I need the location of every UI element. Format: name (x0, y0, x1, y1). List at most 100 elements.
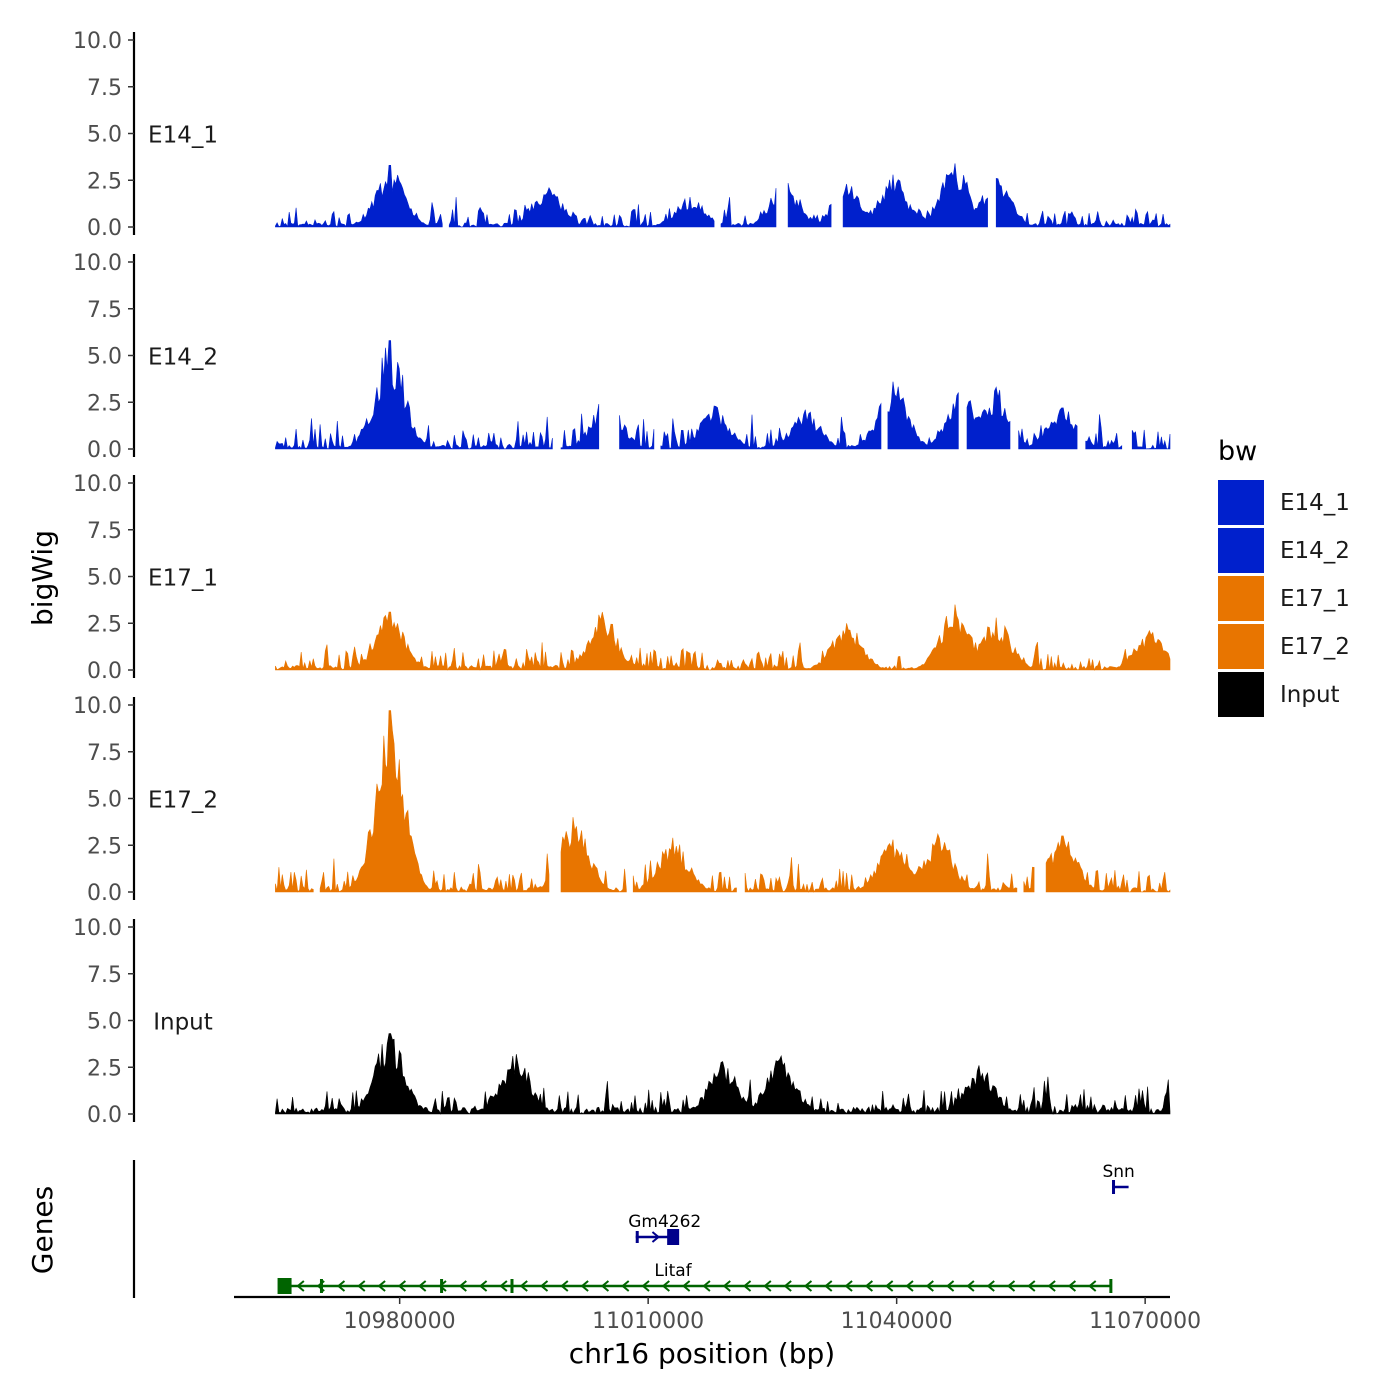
y-tick-label: 10.0 (73, 251, 122, 276)
y-tick-label: 2.5 (87, 834, 122, 859)
strand-arrow (418, 1280, 427, 1292)
signal-area (319, 710, 550, 893)
signal-area (1023, 866, 1035, 893)
strand-arrow (803, 1280, 813, 1292)
signal-area (720, 188, 777, 228)
exon (277, 1278, 292, 1294)
y-tick-label: 10.0 (73, 472, 122, 497)
strand-arrow (479, 1280, 488, 1292)
strand-arrow (925, 1280, 934, 1292)
y-tick-label: 0.0 (87, 881, 122, 906)
exon (667, 1229, 680, 1245)
signal-area (560, 817, 627, 893)
y-tick-label: 10.0 (73, 916, 122, 941)
bigwig-tracks: 0.0 2.5 5.0 7.5 10.0 E14_1 0.0 2.5 5.0 7.5 10.0 E14… (73, 29, 1171, 1128)
strand-arrow (397, 1280, 407, 1292)
gene-Litaf: Litaf (277, 1261, 1113, 1294)
strand-arrow (864, 1280, 874, 1292)
track-label: E17_1 (148, 566, 218, 592)
strand-arrow (1027, 1280, 1036, 1292)
y-tick-label: 10.0 (73, 694, 122, 719)
strand-arrow (560, 1280, 569, 1292)
y-tick-label: 5.0 (87, 123, 122, 148)
legend-label: E17_2 (1280, 634, 1350, 660)
strand-arrow (519, 1280, 528, 1292)
strand-arrow (641, 1280, 650, 1292)
y-tick-label: 5.0 (87, 345, 122, 370)
x-tick-label: 11070000 (1089, 1309, 1201, 1334)
x-tick-label: 11010000 (592, 1309, 704, 1334)
legend-swatch (1218, 624, 1264, 669)
strand-arrow (357, 1280, 366, 1292)
strand-arrow (377, 1280, 386, 1292)
signal-area (632, 837, 737, 893)
track-label: Input (153, 1010, 213, 1036)
exon (510, 1279, 514, 1293)
gene-Gm4262: Gm4262 (628, 1212, 701, 1245)
strand-arrow (651, 1231, 661, 1243)
strand-arrow (458, 1280, 467, 1292)
y-tick-label: 7.5 (87, 963, 122, 988)
y-tick-label: 0.0 (87, 216, 122, 241)
strand-arrow (438, 1280, 447, 1292)
gene-Snn: Snn (1102, 1162, 1135, 1194)
strand-arrow (1006, 1280, 1016, 1292)
exon (440, 1279, 444, 1293)
strand-arrow (702, 1280, 711, 1292)
signal-area (995, 178, 1171, 228)
legend-swatch (1218, 528, 1264, 573)
strand-arrow (1067, 1280, 1077, 1292)
signal-area (966, 386, 1011, 450)
signal-area (560, 403, 600, 450)
legend-label: E17_1 (1280, 586, 1350, 612)
y-tick-label: 5.0 (87, 1010, 122, 1035)
track-label: E14_2 (148, 345, 218, 371)
signal-area (275, 1033, 1171, 1116)
genes-panel: Snn Gm4262 Litaf (132, 1160, 1135, 1298)
gene-label: Gm4262 (628, 1212, 701, 1232)
gene-label: Litaf (654, 1261, 692, 1281)
strand-arrow (296, 1280, 305, 1292)
strand-arrow (600, 1280, 610, 1292)
track-E17_2: 0.0 2.5 5.0 7.5 10.0 E17_2 (73, 694, 1171, 906)
strand-arrow (763, 1280, 772, 1292)
strand-arrow (946, 1280, 955, 1292)
legend-swatch (1218, 480, 1264, 525)
legend-label: Input (1280, 682, 1340, 708)
y-tick-label: 5.0 (87, 788, 122, 813)
y-tick-label: 0.0 (87, 659, 122, 684)
y-tick-label: 2.5 (87, 612, 122, 637)
exon (319, 1279, 323, 1293)
signal-area (1085, 414, 1123, 450)
strand-arrow (499, 1280, 508, 1292)
legend-label: E14_1 (1280, 490, 1350, 516)
y-tick-label: 0.0 (87, 1103, 122, 1128)
x-tick-label: 11040000 (841, 1309, 953, 1334)
strand-arrow (580, 1280, 589, 1292)
track-label: E14_1 (148, 123, 218, 149)
strand-arrow (336, 1280, 346, 1292)
strand-arrow (1088, 1280, 1097, 1292)
strand-arrow (722, 1280, 731, 1292)
y-tick-label: 7.5 (87, 298, 122, 323)
track-label: E17_2 (148, 788, 218, 814)
signal-area (787, 182, 832, 228)
legend-label: E14_2 (1280, 538, 1350, 564)
x-tick-label: 10980000 (344, 1309, 456, 1334)
legend-swatch (1218, 672, 1264, 717)
signal-area (1018, 407, 1078, 450)
track-Input: 0.0 2.5 5.0 7.5 10.0 Input (73, 916, 1171, 1128)
genes-axis-title: Genes (26, 1186, 59, 1274)
signal-area (842, 163, 988, 228)
y-tick-label: 7.5 (87, 519, 122, 544)
signal-area (275, 165, 443, 228)
strand-arrow (905, 1280, 914, 1292)
signal-area (619, 415, 655, 450)
strand-arrow (742, 1280, 752, 1292)
y-axis-title: bigWig (26, 530, 59, 626)
x-axis: 10980000 11010000 11040000 11070000 (234, 1295, 1201, 1334)
y-tick-label: 7.5 (87, 741, 122, 766)
legend-title: bw (1218, 436, 1257, 467)
track-E14_2: 0.0 2.5 5.0 7.5 10.0 E14_2 (73, 251, 1171, 463)
